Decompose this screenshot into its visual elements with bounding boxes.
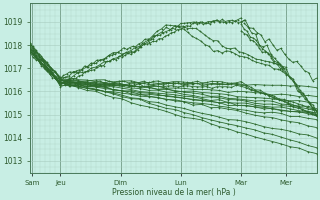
X-axis label: Pression niveau de la mer( hPa ): Pression niveau de la mer( hPa ) (112, 188, 235, 197)
